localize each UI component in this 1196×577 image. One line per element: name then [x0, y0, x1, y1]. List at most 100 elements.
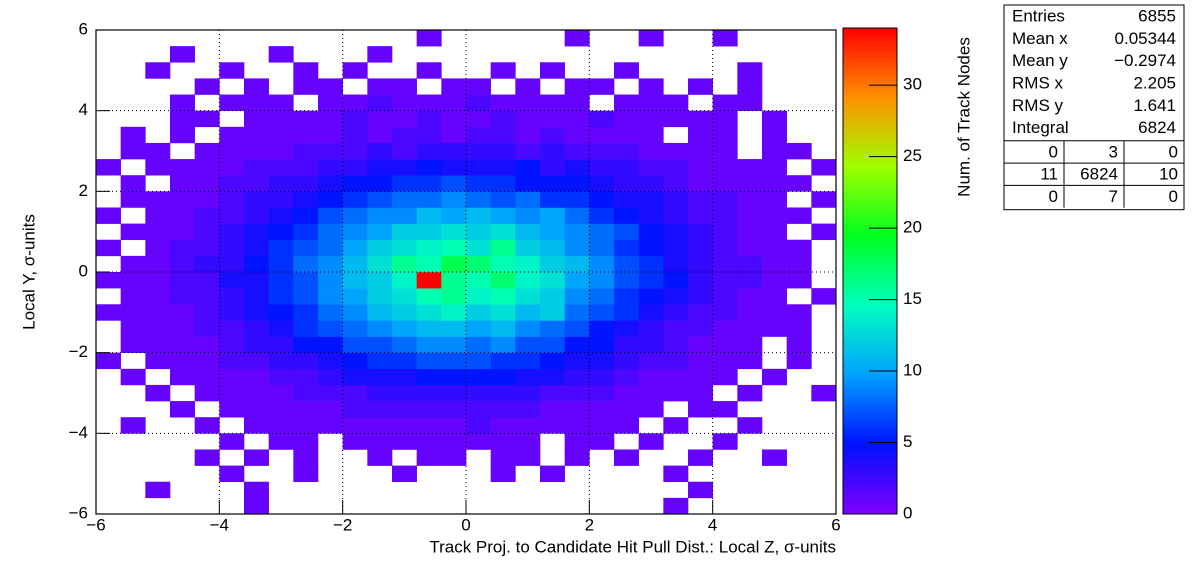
bin-cell — [441, 449, 467, 466]
x-tick-label: 6 — [831, 515, 840, 534]
y-tick-label: −2 — [69, 342, 88, 361]
bin-cell — [589, 175, 615, 192]
bin-cell — [515, 368, 541, 386]
bin-cell — [515, 223, 541, 241]
bin-cell — [688, 126, 713, 144]
bin-cell — [811, 159, 837, 176]
bin-cell — [540, 126, 565, 144]
bin-cell — [712, 142, 738, 160]
bin-cell — [219, 320, 245, 337]
x-tick-label: 0 — [461, 515, 470, 534]
bin-cell — [614, 352, 639, 370]
bin-cell — [614, 175, 639, 192]
bin-cell — [367, 417, 393, 434]
bin-cell — [441, 384, 467, 402]
bin-cell — [392, 433, 417, 450]
bin-cell — [392, 175, 417, 192]
bin-cell — [392, 159, 417, 176]
z-tick-label: 30 — [903, 75, 922, 94]
bin-cell — [416, 401, 442, 418]
bin-cell — [786, 239, 812, 257]
bin-cell — [96, 239, 121, 257]
bin-cell — [219, 207, 245, 224]
bin-cell — [490, 207, 516, 224]
bin-cell — [762, 126, 787, 144]
bin-cell — [392, 320, 417, 337]
bin-cell — [786, 255, 812, 273]
bin-cell — [663, 207, 689, 224]
bin-cell — [120, 142, 146, 160]
bin-cell — [293, 304, 319, 321]
bin-cell — [712, 288, 738, 305]
bin-cell — [589, 417, 615, 434]
bin-cell — [342, 175, 368, 192]
bin-cell — [244, 304, 269, 321]
bin-cell — [737, 94, 763, 111]
bin-cell — [589, 384, 615, 402]
bin-cell — [416, 223, 442, 241]
bin-cell — [367, 449, 393, 466]
bin-cell — [293, 417, 319, 434]
bin-cell — [762, 223, 787, 241]
bin-cell — [564, 384, 590, 402]
bin-cell — [194, 239, 220, 257]
bin-cell — [663, 352, 689, 370]
bin-cell — [170, 94, 195, 111]
bin-cell — [145, 239, 171, 257]
bin-cell — [490, 175, 516, 192]
bin-cell — [318, 320, 343, 337]
bin-cell — [342, 288, 368, 305]
bin-cell — [194, 78, 220, 95]
bin-cell — [638, 78, 664, 95]
bin-cell — [392, 401, 417, 418]
stats-label: Integral — [1012, 118, 1069, 137]
z-tick-label: 15 — [903, 289, 922, 308]
bin-cell — [466, 336, 491, 353]
bin-cell — [194, 417, 220, 434]
bin-cell — [194, 368, 220, 386]
bin-cell — [762, 320, 787, 337]
bin-cell — [466, 304, 491, 321]
bin-cell — [416, 110, 442, 128]
bin-cell — [367, 110, 393, 128]
bin-cell — [367, 352, 393, 370]
bin-cell — [466, 223, 491, 241]
bin-cell — [244, 191, 269, 208]
bin-cell — [367, 223, 393, 241]
stats-value: −0.2974 — [1114, 51, 1176, 70]
bin-cell — [688, 175, 713, 192]
bin-cell — [194, 142, 220, 160]
bin-cell — [96, 304, 121, 321]
bin-cell — [170, 401, 195, 418]
bin-cell — [589, 255, 615, 273]
bin-cell — [490, 126, 516, 144]
bin-cell — [712, 175, 738, 192]
bin-cell — [416, 62, 442, 79]
bin-cell — [170, 320, 195, 337]
bin-cell — [367, 175, 393, 192]
bin-cell — [120, 417, 146, 434]
bin-cell — [194, 288, 220, 305]
bin-cell — [466, 142, 491, 160]
bin-cell — [540, 272, 565, 289]
bin-cell — [712, 304, 738, 321]
bin-cell — [268, 368, 294, 386]
bin-cell — [638, 336, 664, 353]
bin-cell — [268, 239, 294, 257]
stats-label: RMS x — [1012, 74, 1064, 93]
bin-cell — [170, 110, 195, 128]
bin-cell — [688, 384, 713, 402]
bin-cell — [490, 320, 516, 337]
bin-cell — [589, 159, 615, 176]
bin-cell — [663, 417, 689, 434]
bin-cell — [564, 336, 590, 353]
bin-cell — [219, 465, 245, 483]
bin-cell — [638, 255, 664, 273]
bin-cell — [120, 126, 146, 144]
bin-cell — [170, 175, 195, 192]
x-tick-label: −6 — [86, 515, 105, 534]
bin-cell — [441, 94, 467, 111]
bin-cell — [614, 62, 639, 79]
bin-cell — [392, 272, 417, 289]
bin-cell — [170, 272, 195, 289]
